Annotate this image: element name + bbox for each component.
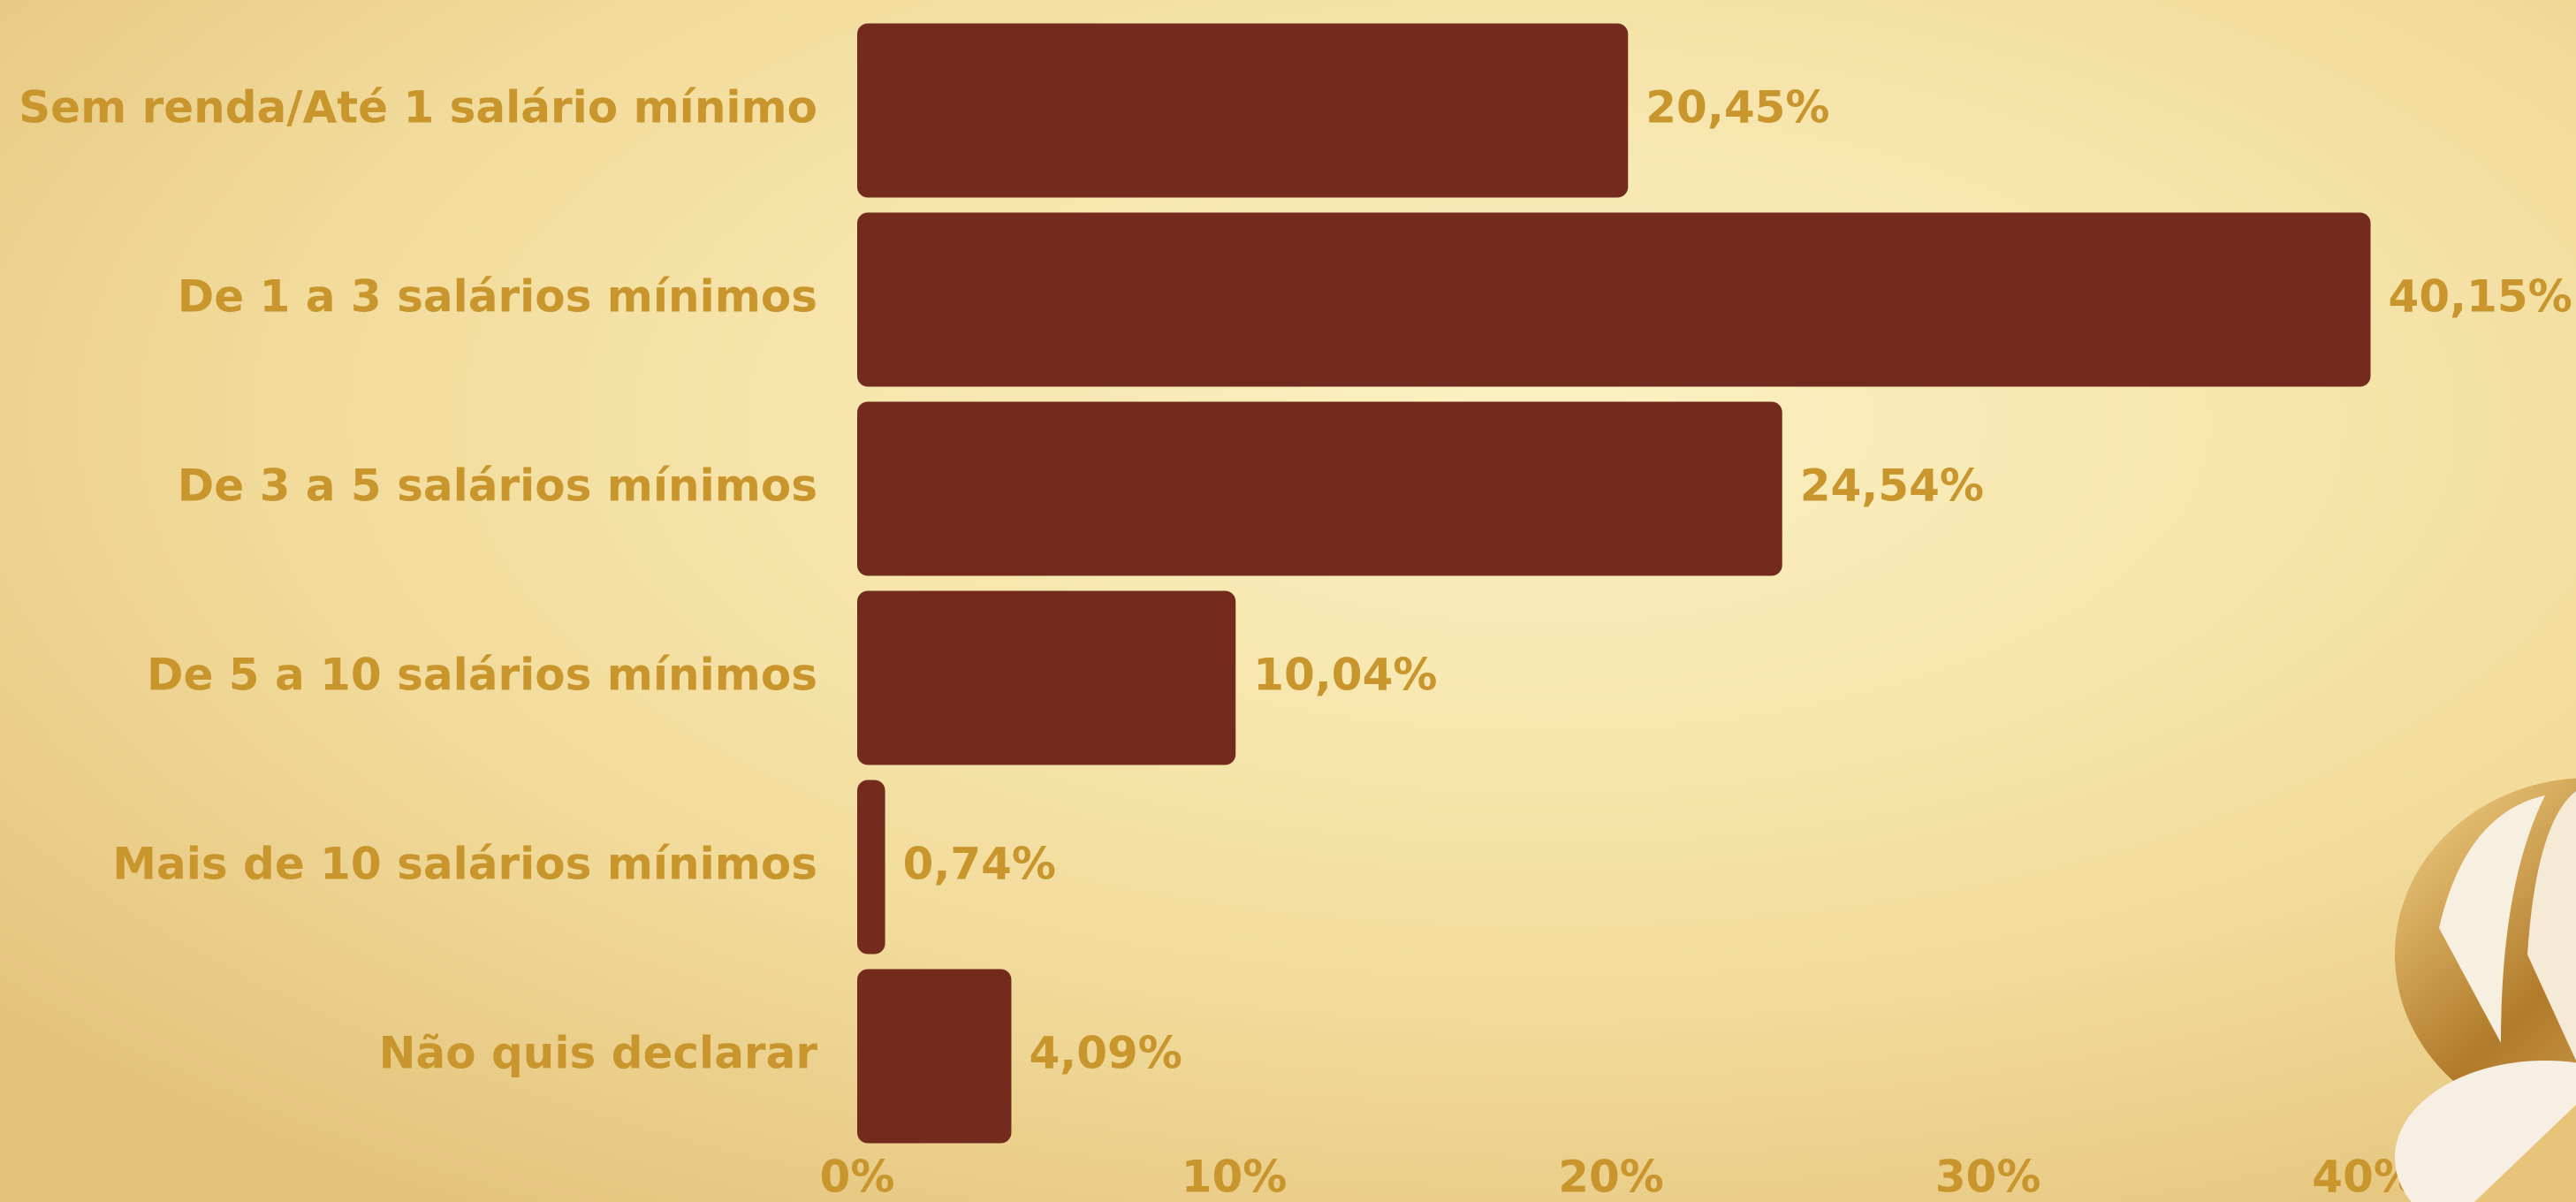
bar bbox=[857, 23, 1629, 198]
bar bbox=[857, 590, 1236, 765]
value-label: 0,74% bbox=[903, 839, 1056, 890]
x-tick-label: 20% bbox=[1558, 1152, 1664, 1202]
bar bbox=[857, 401, 1782, 576]
easter-egg-decoration bbox=[2395, 778, 2576, 1202]
bar bbox=[857, 969, 1012, 1144]
x-tick-label: 0% bbox=[820, 1152, 895, 1202]
y-tick-label: Mais de 10 salários mínimos bbox=[112, 839, 817, 890]
value-label: 40,15% bbox=[2389, 271, 2572, 323]
bar bbox=[857, 212, 2371, 387]
x-tick-label: 30% bbox=[1935, 1152, 2041, 1202]
value-label: 4,09% bbox=[1029, 1028, 1182, 1079]
bar bbox=[857, 780, 885, 955]
y-tick-label: De 5 a 10 salários mínimos bbox=[147, 650, 817, 701]
x-tick-label: 10% bbox=[1182, 1152, 1288, 1202]
y-tick-label: De 3 a 5 salários mínimos bbox=[178, 460, 817, 512]
value-label: 20,45% bbox=[1645, 82, 1829, 133]
value-label: 10,04% bbox=[1253, 650, 1437, 701]
plot: 0% 10% 20% 30% 40%Sem renda/Até 1 salário mí… bbox=[19, 23, 2572, 1202]
y-tick-label: De 1 a 3 salários mínimos bbox=[178, 271, 817, 323]
value-label: 24,54% bbox=[1800, 460, 1984, 512]
y-tick-label: Sem renda/Até 1 salário mínimo bbox=[19, 82, 817, 133]
y-tick-label: Não quis declarar bbox=[379, 1028, 818, 1079]
